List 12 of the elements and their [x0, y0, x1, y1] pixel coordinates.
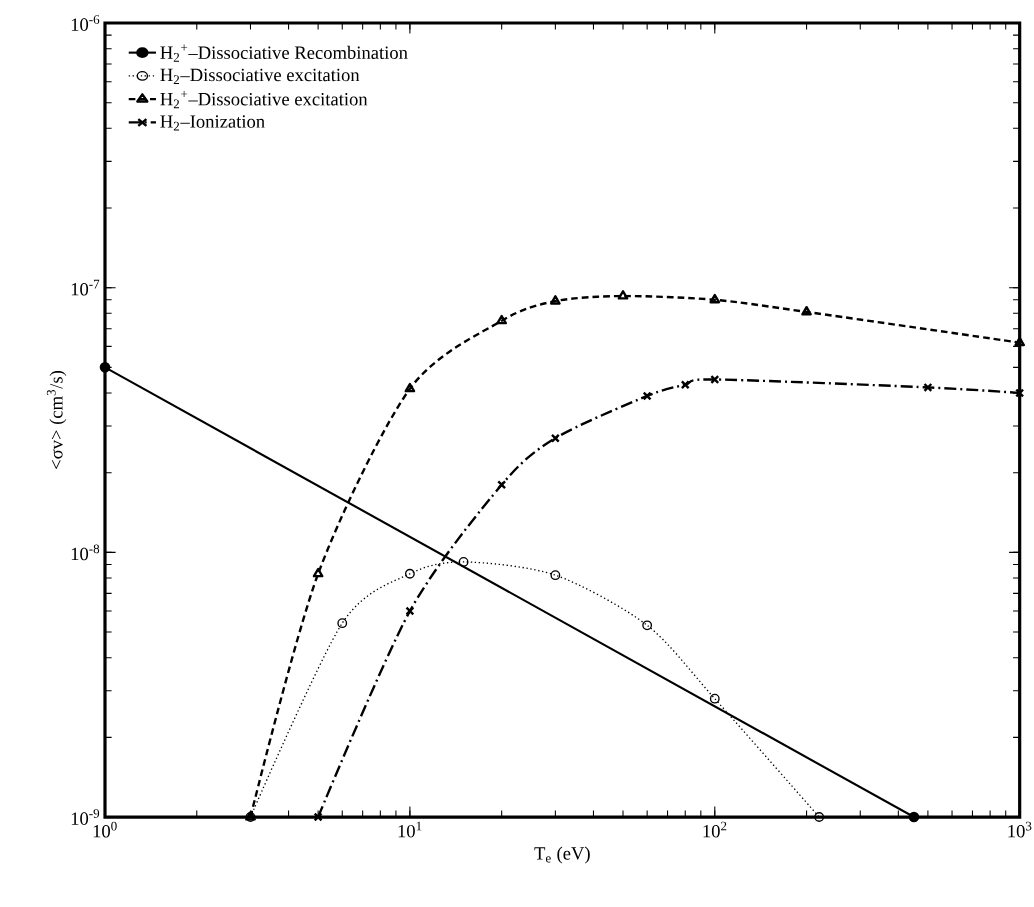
- legend-label: H$_{2}$–Ionization: [160, 115, 265, 131]
- y-axis-title: <σv> (cm$^{3}$/s): [46, 371, 67, 469]
- x-tick-label: 10$^{3}$: [1008, 821, 1032, 838]
- x-tick-label: 10$^{2}$: [703, 821, 727, 838]
- legend-label: H$_{2}$$^{+}$–Dissociative excitation: [160, 91, 368, 109]
- x-tick-label: 10$^{1}$: [398, 821, 422, 838]
- legend-label: H$_{2}$$^{+}$–Dissociative Recombination: [160, 44, 408, 62]
- y-tick-label: 10$^{-8}$: [71, 544, 100, 561]
- legend-label: H$_{2}$–Dissociative excitation: [160, 68, 360, 84]
- y-tick-label: 10$^{-6}$: [71, 15, 100, 31]
- x-axis-title: T$_{e}$ (eV): [534, 846, 590, 864]
- y-tick-label: 10$^{-7}$: [71, 279, 100, 296]
